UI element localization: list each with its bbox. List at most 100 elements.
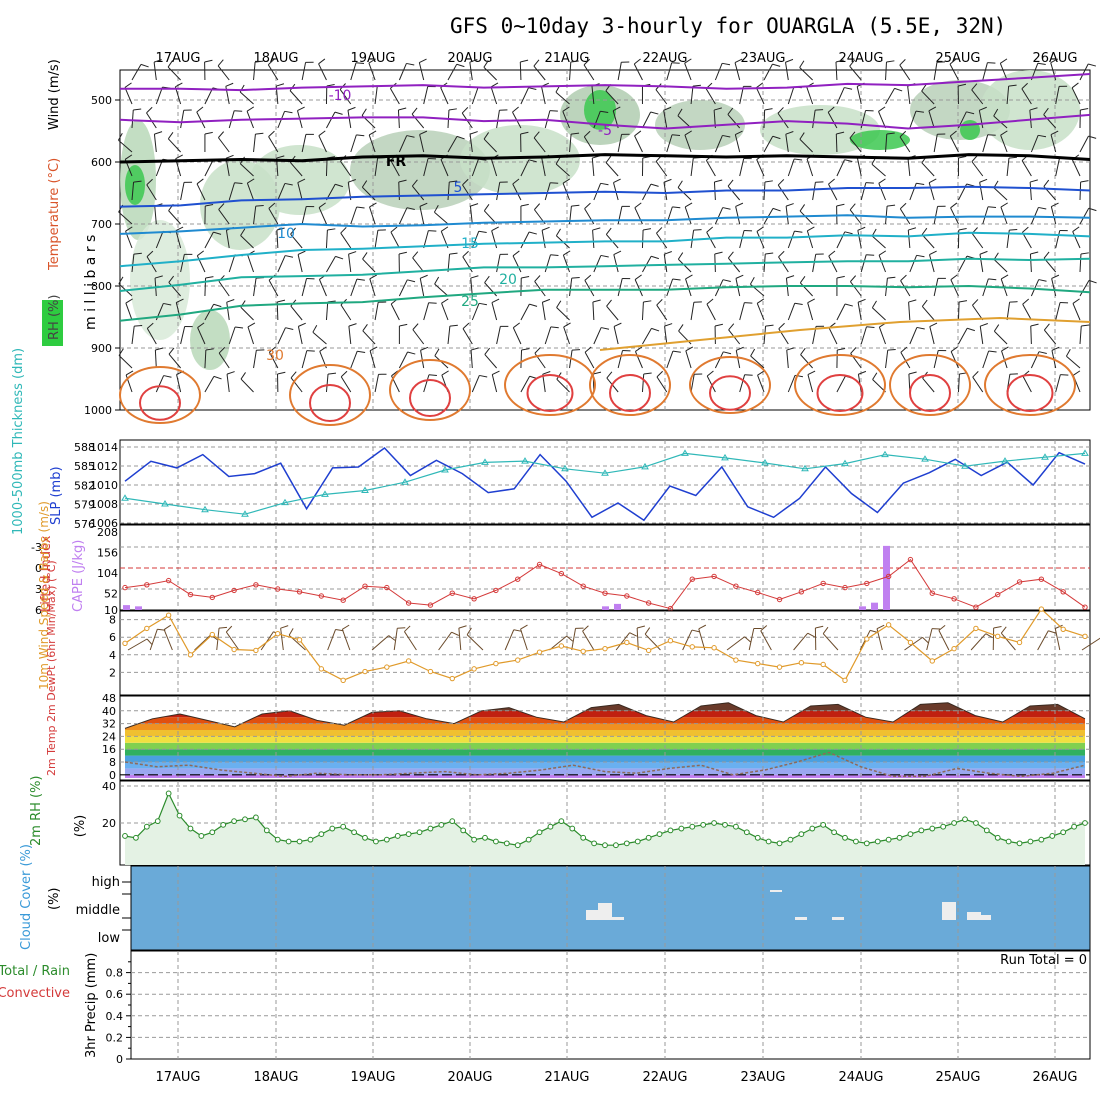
rh-point xyxy=(351,829,357,836)
wind-speed-point xyxy=(864,636,870,642)
wind-barb xyxy=(228,254,236,273)
rh-point xyxy=(1049,833,1056,839)
wind-barb xyxy=(705,88,716,105)
wind-barb xyxy=(196,111,206,129)
wind-speed-point xyxy=(995,633,1001,640)
wind-barb xyxy=(155,375,165,393)
wind-barb-flag xyxy=(225,154,234,159)
precip-tick-label: 0.2 xyxy=(106,1031,124,1044)
wind-barb xyxy=(907,86,911,105)
wind-barb-flag xyxy=(163,302,172,306)
wind-barb-flag xyxy=(735,202,744,207)
wind-barb-flag xyxy=(1051,346,1060,351)
surface-wind-barb xyxy=(726,636,745,651)
wind-barb-flag xyxy=(197,250,205,257)
wind-barb xyxy=(677,258,692,273)
wind-barb-flag xyxy=(722,134,731,138)
wind-barb xyxy=(921,234,935,249)
thickness-tick: 588 xyxy=(74,441,95,454)
wind-barb xyxy=(714,63,723,81)
lifted-index-point xyxy=(995,591,1001,598)
wind-barb-flag xyxy=(348,323,357,327)
rh-point xyxy=(187,825,194,832)
wind-barb-flag xyxy=(391,370,399,377)
wind-barb-flag xyxy=(406,135,415,138)
wind-barb-flag xyxy=(971,83,978,91)
wind-barb-flag xyxy=(643,372,652,375)
wind-barb-flag xyxy=(1021,82,1028,90)
rh-point xyxy=(318,831,325,837)
wind-barb xyxy=(663,254,668,273)
rh-point xyxy=(1060,829,1067,836)
wind-barb xyxy=(155,86,163,105)
wind-barb xyxy=(325,157,328,177)
wind-barb xyxy=(411,185,425,201)
precip-total-label: Total / Rain xyxy=(0,964,70,979)
wind-barb-flag xyxy=(878,250,887,256)
wind-barb-flag xyxy=(727,107,734,115)
wind-barb xyxy=(350,62,357,81)
wind-barb xyxy=(860,326,867,345)
wind-barb xyxy=(420,350,425,369)
rh-point xyxy=(198,833,205,839)
wind-barb-flag xyxy=(240,228,246,236)
surface-wind-barb xyxy=(163,629,173,651)
wind-barb-flag xyxy=(836,275,845,279)
wind-barb xyxy=(118,139,133,153)
wind-barb xyxy=(423,302,430,321)
wind-barb-flag xyxy=(247,178,255,184)
wind-barb xyxy=(541,230,546,249)
rh-point xyxy=(536,829,543,836)
lifted-index-point xyxy=(580,583,586,589)
wind-barb xyxy=(167,66,181,81)
rh-point xyxy=(1005,838,1012,845)
rh-point xyxy=(1082,820,1088,826)
wind-barb xyxy=(569,278,573,297)
wind-barb xyxy=(755,87,765,105)
isotherm-35-loop xyxy=(409,379,451,417)
rh-tick: 20 xyxy=(102,817,116,830)
wind-barb xyxy=(605,162,619,177)
wind-barb xyxy=(340,232,352,249)
slp-tick: 1006 xyxy=(90,517,118,530)
wind-barb xyxy=(663,182,668,201)
surface-wind-barb xyxy=(615,632,631,651)
temp-band xyxy=(125,717,1085,724)
wind-barb xyxy=(1079,280,1090,297)
wind-barb xyxy=(153,62,157,81)
wind-barb xyxy=(540,86,546,105)
wind-barb-flag xyxy=(600,110,609,113)
rh-point xyxy=(394,833,401,839)
wind-barb xyxy=(656,304,668,321)
wind-barb-flag xyxy=(556,300,562,308)
wind-barb-flag xyxy=(440,226,449,232)
wind-barb-flag xyxy=(872,372,878,380)
wind-barb-flag xyxy=(318,202,326,208)
cape-tick: 104 xyxy=(97,567,118,580)
wind-barb-flag xyxy=(749,276,755,285)
temp-tick: 40 xyxy=(102,705,116,718)
wind-barb xyxy=(1006,86,1010,105)
wind-barb-flag xyxy=(246,106,255,112)
wind-barb-flag xyxy=(462,322,470,329)
wind-barb xyxy=(666,62,673,81)
surface-wind-barb xyxy=(760,630,772,651)
wind-barb-flag xyxy=(651,327,660,332)
wind-barb-flag xyxy=(478,230,487,233)
wind-barb xyxy=(512,327,522,345)
wind-speed-point xyxy=(296,637,303,643)
thickness-marker xyxy=(441,466,449,473)
slp-thickness-panel: 588 585 582 579 576 1014 1012 1010 1008 1006 xyxy=(74,439,1091,531)
wind-barb-flag xyxy=(714,323,723,327)
wind-barb xyxy=(544,326,552,345)
isotherm-35-loop xyxy=(709,375,751,411)
wind-barb-flag xyxy=(355,62,365,65)
wind-barb-flag xyxy=(125,370,134,376)
wind-barb xyxy=(900,280,911,297)
wind-barb-flag xyxy=(226,371,235,375)
wind-barb xyxy=(290,305,303,321)
wind-barb xyxy=(739,158,745,177)
wind-barb xyxy=(929,254,935,273)
temperature-legend-label: Temperature (°C) xyxy=(47,158,62,271)
wind-barb-flag xyxy=(899,130,907,138)
